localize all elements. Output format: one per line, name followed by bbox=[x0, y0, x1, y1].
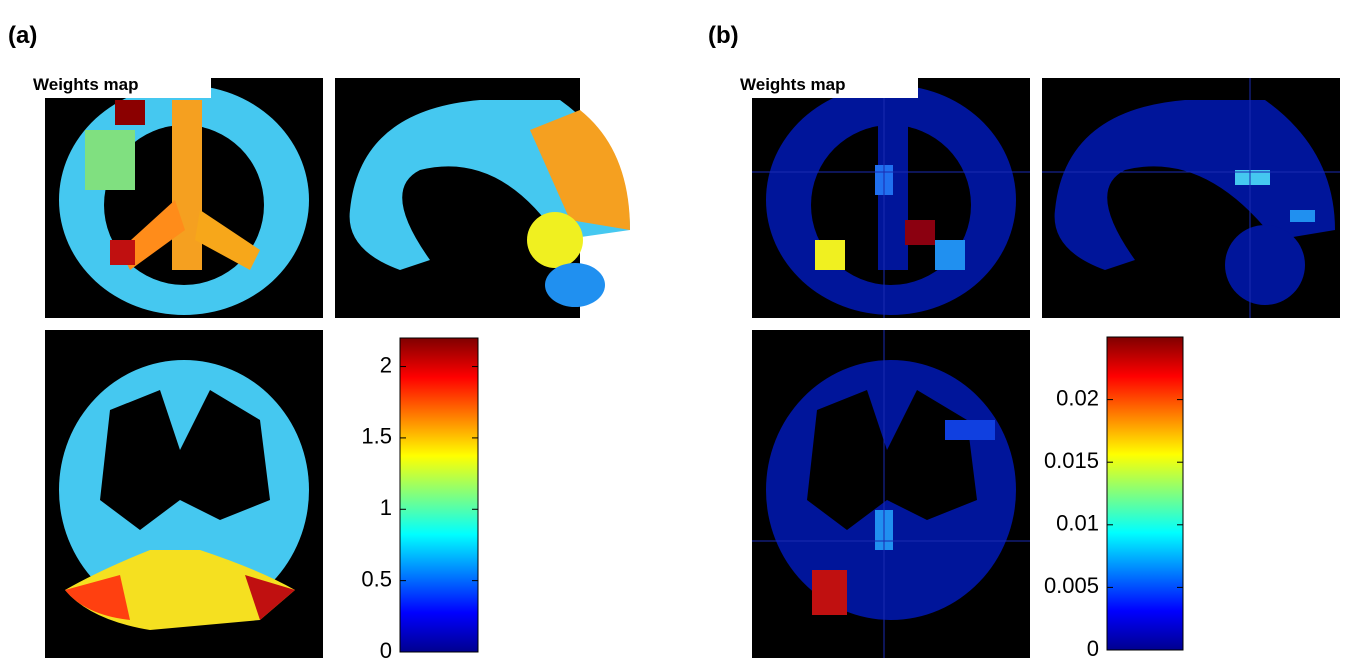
colorbar-tick-label: 1.5 bbox=[361, 424, 392, 449]
colorbar-tick-label: 0.5 bbox=[361, 566, 392, 591]
colorbar bbox=[400, 338, 478, 652]
colorbar-tick-label: 0 bbox=[380, 638, 392, 658]
panel-title: Weights map bbox=[740, 75, 845, 94]
colorbar bbox=[1107, 337, 1183, 650]
figure: (a) Weights map 0 0.5 1 1.5 2 (b) Weights map 0 0.… bbox=[0, 0, 1362, 658]
colorbar-tick-label: 0.005 bbox=[1044, 573, 1099, 598]
panel-label: (a) bbox=[8, 22, 37, 49]
panel-b-images bbox=[752, 78, 1340, 658]
colorbar-tick-label: 1 bbox=[380, 495, 392, 520]
panel-a-images bbox=[45, 78, 630, 658]
colorbar-tick-label: 0.015 bbox=[1044, 448, 1099, 473]
colorbar-tick-label: 0.02 bbox=[1056, 385, 1099, 410]
colorbar-tick-label: 0.01 bbox=[1056, 511, 1099, 536]
panel-label: (b) bbox=[708, 22, 739, 49]
colorbar-tick-label: 0 bbox=[1087, 636, 1099, 658]
colorbar-tick-label: 2 bbox=[380, 352, 392, 377]
panel-title: Weights map bbox=[33, 75, 138, 94]
